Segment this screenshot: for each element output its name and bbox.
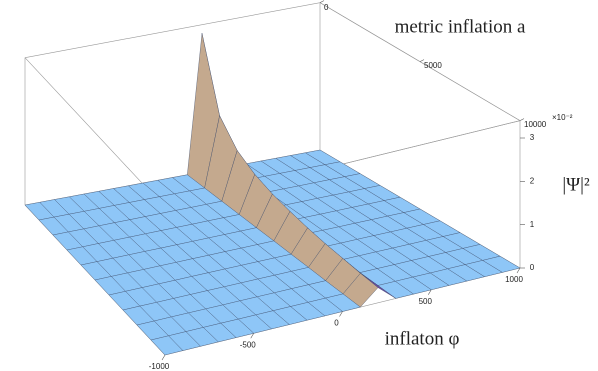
y-tick bbox=[319, 0, 325, 3]
box-edge bbox=[24, 57, 166, 208]
surface-patch bbox=[150, 335, 184, 356]
y-axis-label: metric inflation a bbox=[395, 16, 526, 37]
z-multiplier: ×10⁻² bbox=[552, 113, 573, 122]
z-tick-label: 1 bbox=[530, 220, 535, 229]
x-tick-label: -500 bbox=[240, 340, 257, 349]
x-tick bbox=[516, 267, 521, 274]
x-tick bbox=[161, 354, 166, 361]
x-tick-label: 1000 bbox=[505, 275, 523, 284]
surface bbox=[24, 33, 521, 356]
x-axis-label: inflaton φ bbox=[385, 328, 460, 349]
y-tick-label: 0 bbox=[324, 3, 329, 12]
z-tick-label: 3 bbox=[530, 133, 535, 142]
z-tick-label: 2 bbox=[530, 176, 535, 185]
y-tick bbox=[419, 59, 425, 62]
y-tick-label: 10000 bbox=[524, 120, 547, 129]
x-tick bbox=[339, 311, 343, 317]
z-axis-label: |Ψ|² bbox=[562, 174, 590, 195]
box-edge bbox=[24, 2, 321, 58]
y-tick-label: 5000 bbox=[424, 61, 442, 70]
z-tick-label: 0 bbox=[530, 263, 535, 272]
y-tick bbox=[519, 118, 525, 121]
x-tick bbox=[250, 333, 255, 339]
x-tick-label: 0 bbox=[334, 319, 339, 328]
x-tick-label: 500 bbox=[419, 297, 433, 306]
x-tick bbox=[427, 289, 432, 295]
x-tick-label: -1000 bbox=[149, 362, 170, 371]
